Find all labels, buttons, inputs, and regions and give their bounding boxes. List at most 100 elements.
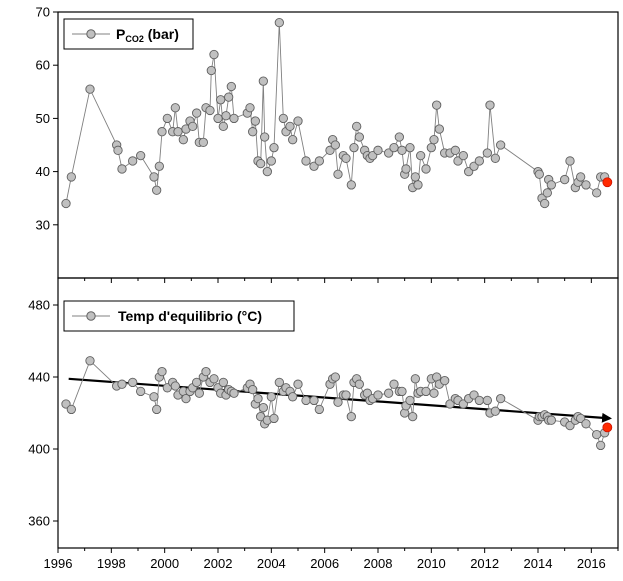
top-data-point	[248, 127, 258, 137]
xtick-label-2016: 2016	[577, 556, 606, 571]
bottom-data-point	[301, 395, 311, 406]
bottom-data-point	[269, 413, 279, 424]
top-data-point	[157, 127, 167, 137]
top-data-point	[314, 156, 324, 166]
top-data-point	[206, 65, 216, 76]
top-data-point	[565, 156, 575, 166]
top-data-point	[546, 180, 556, 190]
bottom-data-point	[341, 390, 351, 400]
bottom-legend-marker	[86, 311, 96, 321]
bottom-data-point	[490, 406, 500, 416]
bottom-data-point	[429, 388, 439, 398]
xtick-label-2012: 2012	[470, 556, 499, 571]
bottom-data-point	[117, 379, 127, 389]
top-legend-label: PCO2 (bar)	[116, 26, 179, 44]
top-data-point	[560, 174, 570, 185]
bottom-data-point	[482, 395, 492, 406]
top-data-point	[192, 108, 202, 118]
top-data-point	[389, 143, 399, 153]
top-data-point	[128, 156, 138, 166]
bottom-data-point	[218, 377, 228, 388]
bottom-data-point	[258, 402, 268, 413]
top-data-point	[482, 148, 492, 158]
bottom-data-point	[288, 392, 298, 402]
top-data-point	[397, 145, 407, 155]
top-data-point	[229, 113, 239, 124]
bottom-data-point	[389, 379, 399, 389]
bottom-data-point	[209, 374, 219, 384]
top-data-point	[349, 143, 359, 153]
top-data-point	[162, 113, 172, 124]
top-data-point	[262, 166, 272, 177]
bottom-data-point	[85, 356, 95, 366]
xtick-label-2004: 2004	[257, 556, 286, 571]
top-legend-suffix: (bar)	[144, 26, 179, 42]
bottom-data-point	[66, 404, 76, 415]
bottom-data-point	[170, 381, 180, 391]
top-data-point	[301, 156, 311, 166]
xtick-label-2014: 2014	[524, 556, 553, 571]
bottom-data-point	[128, 377, 138, 388]
bottom-data-point	[596, 440, 606, 451]
bottom-data-point	[152, 404, 162, 415]
bottom-data-point	[293, 379, 303, 389]
bottom-ytick-label-440: 440	[28, 370, 50, 385]
top-data-point	[170, 103, 180, 113]
top-data-point	[330, 140, 340, 150]
bottom-data-point	[248, 384, 258, 395]
top-ytick-label-30: 30	[36, 217, 50, 232]
top-data-point	[432, 100, 442, 110]
top-data-point	[413, 180, 423, 190]
xtick-label-2010: 2010	[417, 556, 446, 571]
xtick-label-2000: 2000	[150, 556, 179, 571]
top-data-point	[394, 132, 404, 142]
bottom-data-point	[421, 386, 431, 397]
top-data-point	[269, 143, 279, 153]
top-data-point	[226, 81, 236, 92]
bottom-data-point	[201, 366, 211, 377]
top-data-point	[401, 164, 411, 174]
top-data-point	[333, 169, 343, 179]
bottom-data-point	[592, 429, 602, 440]
top-data-point	[496, 140, 506, 150]
bottom-data-point	[496, 393, 506, 404]
bottom-data-point	[474, 395, 484, 406]
bottom-legend: Temp d'equilibrio (°C)	[63, 300, 295, 332]
top-data-point	[224, 92, 234, 102]
top-data-point	[209, 49, 219, 60]
top-data-point	[154, 161, 164, 171]
top-legend: PCO2 (bar)	[63, 18, 194, 50]
top-data-point	[285, 121, 295, 132]
top-data-point	[341, 153, 351, 163]
top-data-point	[416, 150, 426, 161]
top-data-point	[540, 198, 550, 209]
top-data-point	[293, 116, 303, 126]
top-data-point	[117, 164, 127, 174]
bottom-data-point	[333, 397, 343, 407]
top-data-point	[205, 105, 215, 116]
bottom-data-point	[136, 386, 146, 397]
top-data-point	[256, 158, 266, 169]
top-data-point	[592, 188, 602, 198]
top-data-point	[354, 132, 364, 142]
top-data-point	[266, 156, 276, 166]
top-data-point	[178, 135, 188, 145]
bottom-data-point	[408, 411, 418, 422]
top-data-point	[410, 172, 420, 182]
top-data-point	[534, 169, 544, 179]
xtick-label-2002: 2002	[204, 556, 233, 571]
bottom-data-point	[354, 379, 364, 389]
top-data-point	[216, 95, 226, 105]
top-data-point	[434, 124, 444, 134]
top-data-point	[450, 145, 460, 155]
top-data-point	[458, 150, 468, 161]
top-data-point	[346, 180, 356, 190]
top-data-point	[260, 132, 270, 142]
top-data-point	[218, 121, 228, 132]
top-data-point	[288, 135, 298, 145]
top-data-point	[245, 103, 255, 113]
top-data-point	[426, 143, 436, 153]
top-data-point	[258, 76, 268, 86]
xtick-label-2008: 2008	[364, 556, 393, 571]
